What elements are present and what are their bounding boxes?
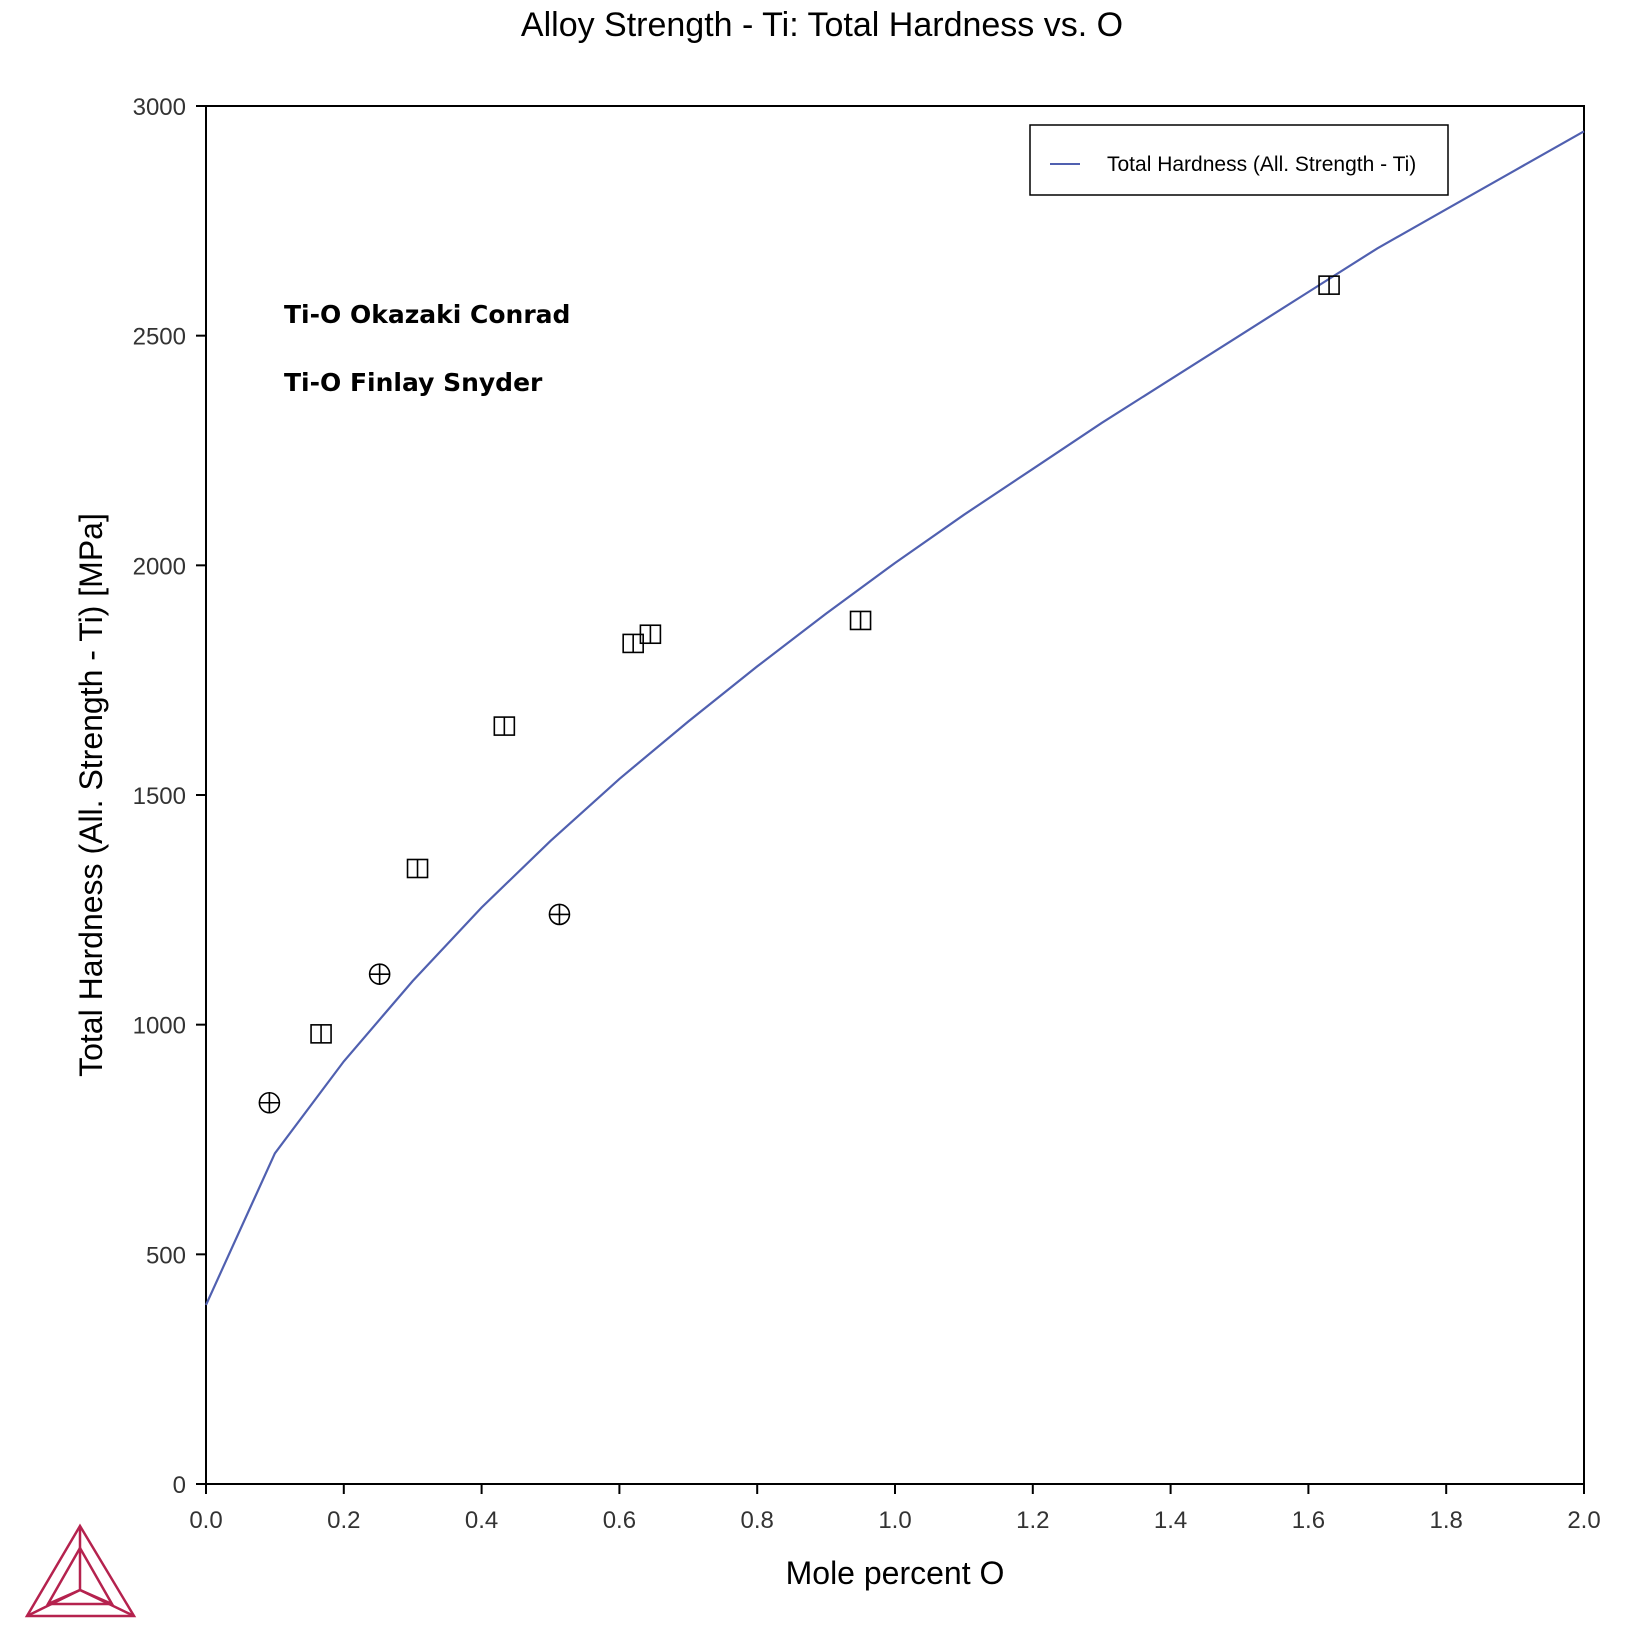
y-axis-label: Total Hardness (All. Strength - Ti) [MPa…	[73, 513, 109, 1077]
x-tick-label: 1.0	[878, 1507, 911, 1534]
x-tick-label: 1.2	[1016, 1507, 1049, 1534]
y-tick-label: 1500	[133, 783, 186, 810]
y-axis: 0 500 1000 1500 2000 2500 3000	[133, 94, 206, 1499]
legend: Total Hardness (All. Strength - Ti)	[1029, 124, 1449, 196]
chart-title: Alloy Strength - Ti: Total Hardness vs. …	[521, 6, 1123, 44]
y-tick-label: 2000	[133, 553, 186, 580]
square-marker	[639, 624, 662, 645]
hardness-curve	[204, 130, 1585, 1306]
experimental-markers	[258, 275, 1340, 1114]
y-tick-label: 0	[173, 1472, 186, 1499]
annotation-finlay-snyder: Ti-O Finlay Snyder	[284, 368, 543, 397]
x-tick-label: 1.6	[1292, 1507, 1325, 1534]
x-tick-label: 2.0	[1567, 1507, 1600, 1534]
y-tick-label: 1000	[133, 1013, 186, 1040]
x-axis-label: Mole percent O	[786, 1555, 1005, 1591]
circle-plus-marker	[548, 903, 571, 926]
x-tick-label: 0.6	[603, 1507, 636, 1534]
legend-label: Total Hardness (All. Strength - Ti)	[1107, 153, 1416, 176]
legend-box	[1029, 124, 1449, 196]
square-marker	[406, 858, 429, 879]
square-marker	[849, 610, 872, 631]
annotation-okazaki-conrad: Ti-O Okazaki Conrad	[284, 300, 570, 329]
x-tick-label: 0.4	[465, 1507, 498, 1534]
x-tick-label: 0.2	[327, 1507, 360, 1534]
circle-plus-marker	[368, 963, 391, 985]
plot-area: 0.0 0.2 0.4 0.6 0.8 1.0 1.2 1.4 1.6 1.8 2.0 0 500 10…	[133, 94, 1601, 1534]
square-marker	[310, 1024, 332, 1044]
y-tick-label: 2500	[133, 324, 186, 351]
x-tick-label: 1.4	[1154, 1507, 1187, 1534]
x-tick-label: 0.0	[189, 1507, 222, 1534]
circle-plus-marker	[258, 1091, 281, 1114]
x-axis: 0.0 0.2 0.4 0.6 0.8 1.0 1.2 1.4 1.6 1.8 2.0	[189, 1484, 1601, 1534]
x-tick-label: 1.8	[1430, 1507, 1463, 1534]
thermo-calc-logo	[24, 1523, 137, 1618]
x-tick-label: 0.8	[741, 1507, 774, 1534]
square-marker	[493, 716, 516, 736]
y-tick-label: 500	[146, 1242, 186, 1269]
y-tick-label: 3000	[133, 94, 186, 121]
square-marker	[1318, 275, 1340, 295]
